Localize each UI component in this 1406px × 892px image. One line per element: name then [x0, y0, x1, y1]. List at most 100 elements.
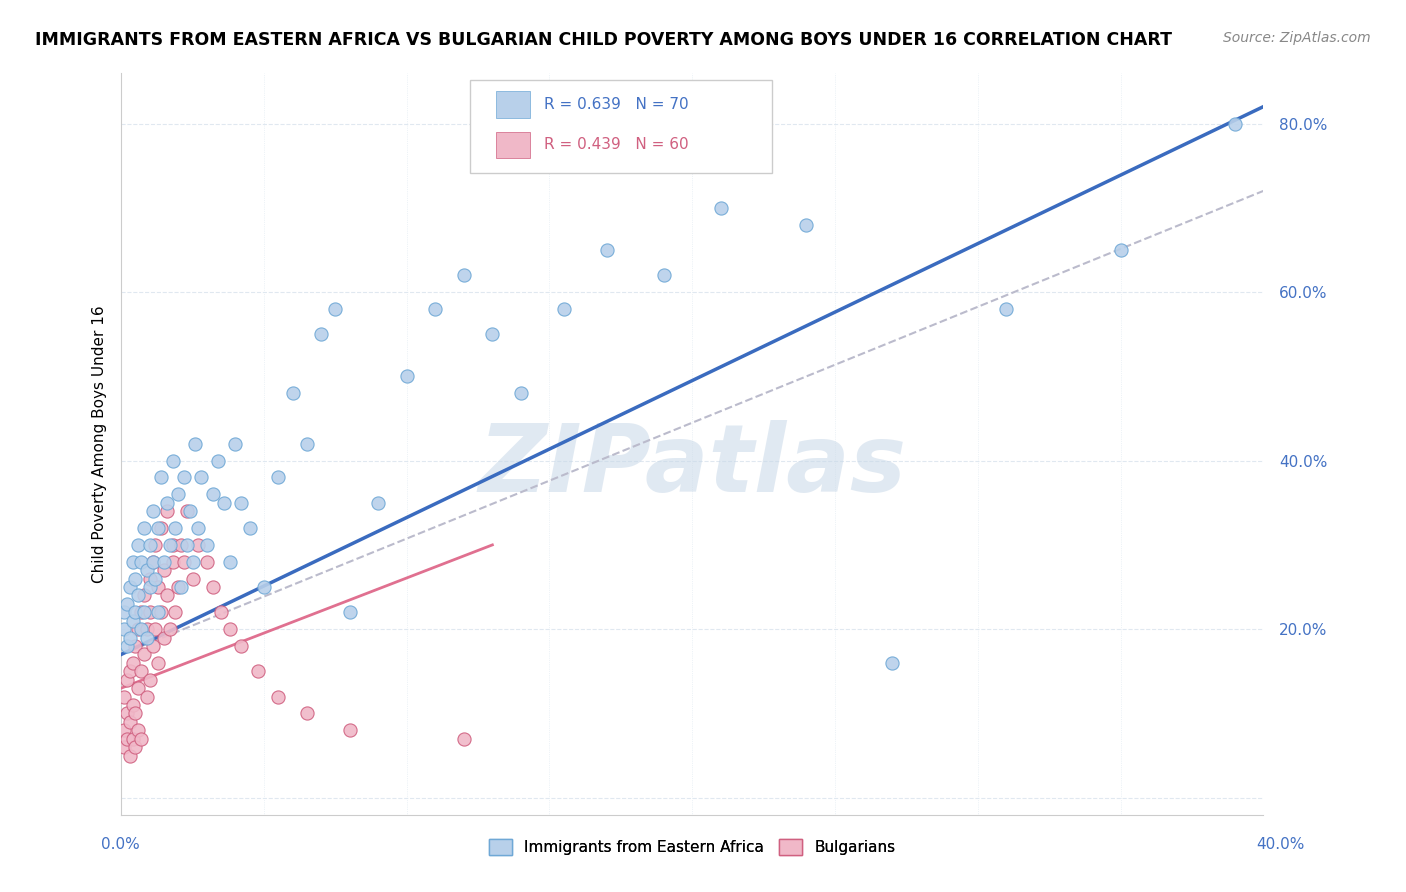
Point: [201, 580, 224, 594]
Point: [796, 218, 818, 232]
Point: [127, 723, 149, 738]
Point: [247, 665, 270, 679]
Point: [127, 681, 149, 695]
Point: [148, 580, 170, 594]
Point: [127, 589, 149, 603]
Point: [652, 268, 675, 283]
Point: [150, 470, 173, 484]
Point: [481, 327, 503, 342]
Point: [880, 656, 903, 670]
Point: [118, 580, 141, 594]
Point: [153, 555, 176, 569]
Point: [145, 538, 167, 552]
Point: [184, 436, 207, 450]
Point: [124, 639, 146, 653]
Point: [231, 639, 253, 653]
Point: [127, 622, 149, 636]
Point: [142, 555, 165, 569]
Point: [165, 521, 187, 535]
Point: [156, 504, 179, 518]
Point: [118, 714, 141, 729]
Text: R = 0.439   N = 60: R = 0.439 N = 60: [544, 137, 689, 153]
Point: [145, 622, 167, 636]
Point: [395, 369, 418, 384]
Point: [132, 648, 155, 662]
Point: [231, 496, 253, 510]
Point: [148, 656, 170, 670]
Point: [139, 580, 162, 594]
Point: [118, 665, 141, 679]
Point: [159, 622, 181, 636]
Point: [159, 538, 181, 552]
Point: [150, 605, 173, 619]
Point: [181, 555, 204, 569]
Point: [115, 731, 138, 746]
Point: [124, 572, 146, 586]
Point: [295, 436, 318, 450]
Point: [121, 614, 143, 628]
Point: [195, 555, 218, 569]
Point: [267, 690, 290, 704]
Point: [179, 504, 201, 518]
Point: [325, 301, 347, 316]
Point: [339, 605, 361, 619]
Point: [1223, 117, 1246, 131]
Point: [309, 327, 332, 342]
Point: [124, 706, 146, 721]
Text: Source: ZipAtlas.com: Source: ZipAtlas.com: [1223, 31, 1371, 45]
Point: [162, 555, 184, 569]
Point: [425, 301, 447, 316]
Point: [187, 521, 209, 535]
Point: [142, 639, 165, 653]
Point: [121, 656, 143, 670]
Point: [121, 698, 143, 712]
Point: [165, 605, 187, 619]
FancyBboxPatch shape: [470, 80, 772, 173]
FancyBboxPatch shape: [496, 91, 530, 118]
Point: [115, 706, 138, 721]
Point: [167, 580, 190, 594]
Point: [190, 470, 212, 484]
Point: [239, 521, 262, 535]
Point: [112, 740, 135, 755]
Point: [181, 572, 204, 586]
Point: [156, 496, 179, 510]
Legend: Immigrants from Eastern Africa, Bulgarians: Immigrants from Eastern Africa, Bulgaria…: [481, 831, 903, 863]
Point: [295, 706, 318, 721]
Point: [129, 605, 152, 619]
Point: [995, 301, 1018, 316]
Point: [209, 605, 232, 619]
Text: 40.0%: 40.0%: [1257, 837, 1305, 852]
Point: [162, 453, 184, 467]
Text: R = 0.639   N = 70: R = 0.639 N = 70: [544, 97, 689, 112]
Point: [129, 731, 152, 746]
Point: [224, 436, 246, 450]
Point: [453, 731, 475, 746]
Point: [112, 690, 135, 704]
Y-axis label: Child Poverty Among Boys Under 16: Child Poverty Among Boys Under 16: [93, 305, 107, 582]
Point: [148, 521, 170, 535]
Point: [115, 639, 138, 653]
Point: [176, 504, 198, 518]
Point: [187, 538, 209, 552]
Point: [129, 555, 152, 569]
Point: [339, 723, 361, 738]
Point: [510, 386, 533, 401]
Point: [132, 589, 155, 603]
Point: [124, 740, 146, 755]
Point: [156, 589, 179, 603]
Point: [132, 521, 155, 535]
Point: [167, 487, 190, 501]
Point: [153, 563, 176, 577]
Point: [132, 605, 155, 619]
Point: [135, 563, 157, 577]
FancyBboxPatch shape: [496, 131, 530, 158]
Point: [142, 504, 165, 518]
Point: [118, 748, 141, 763]
Point: [139, 538, 162, 552]
Point: [173, 555, 195, 569]
Text: 0.0%: 0.0%: [101, 837, 141, 852]
Point: [118, 631, 141, 645]
Point: [139, 605, 162, 619]
Point: [170, 538, 193, 552]
